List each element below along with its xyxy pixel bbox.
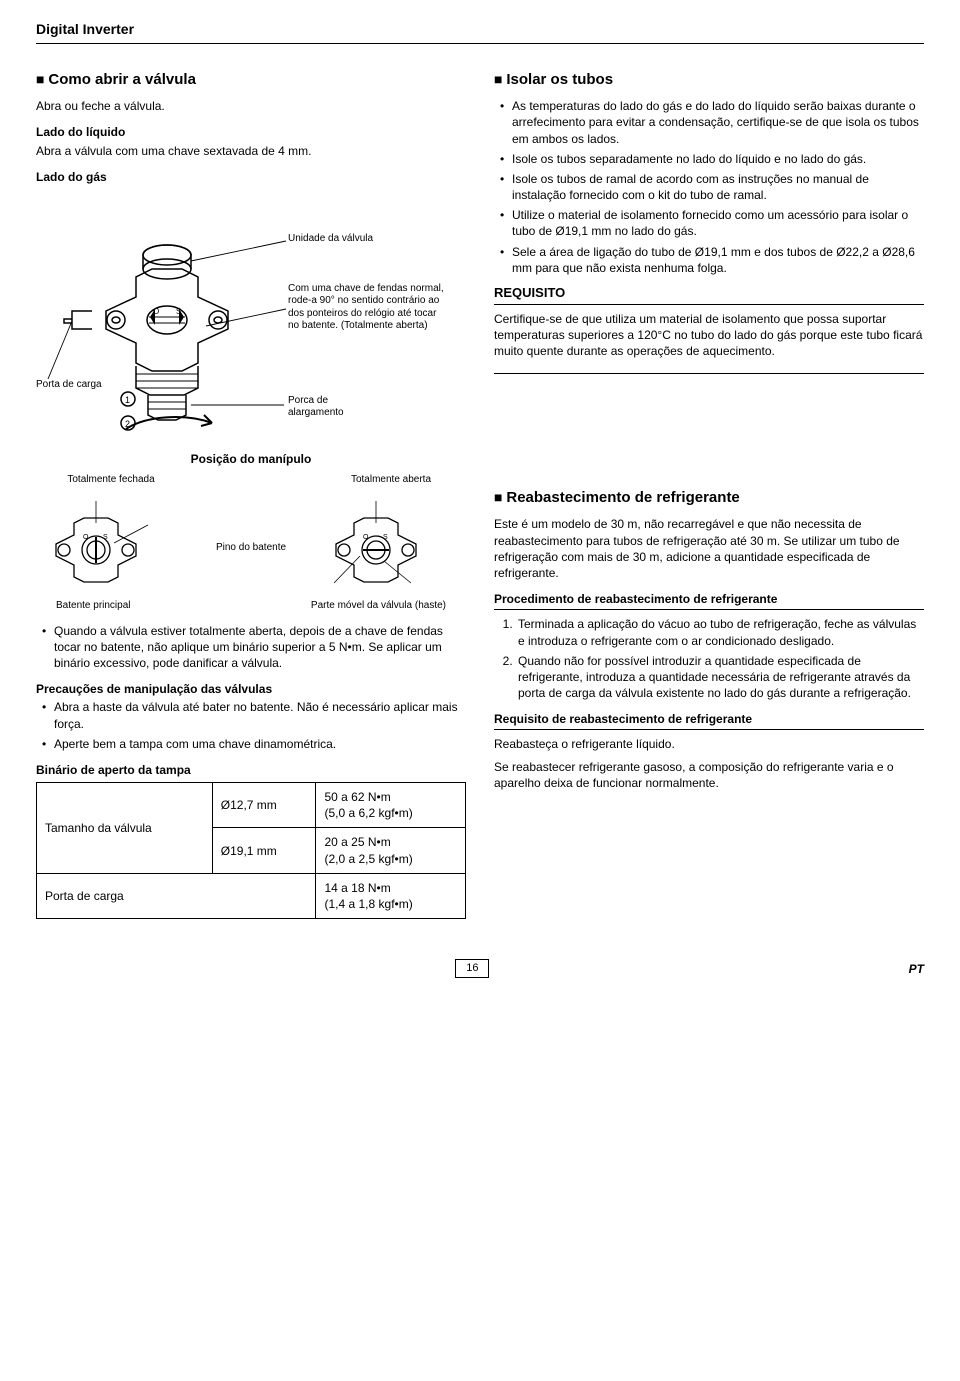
svg-text:O: O bbox=[363, 534, 369, 541]
divider bbox=[494, 373, 924, 374]
svg-text:S: S bbox=[383, 534, 388, 541]
label-porca: Porca de alargamento bbox=[288, 395, 378, 420]
spacer bbox=[494, 388, 924, 488]
svg-text:2: 2 bbox=[125, 419, 130, 429]
page-number: 16 bbox=[455, 959, 489, 978]
label-unidade: Unidade da válvula bbox=[288, 233, 373, 246]
pin-label: Pino do batente bbox=[216, 511, 286, 555]
note-list: Quando a válvula estiver totalmente aber… bbox=[36, 623, 466, 672]
requisito-text: Certifique-se de que utiliza um material… bbox=[494, 311, 924, 360]
svg-text:S: S bbox=[103, 534, 108, 541]
torque-table: Tamanho da válvula Ø12,7 mm 50 a 62 N•m … bbox=[36, 782, 466, 919]
req2-line2: Se reabastecer refrigerante gasoso, a co… bbox=[494, 759, 924, 791]
small-valves-row: Totalmente fechada O S Pino do batente bbox=[36, 473, 466, 593]
cell-t127: 50 a 62 N•m (5,0 a 6,2 kgf•m) bbox=[316, 783, 466, 828]
prec-item: Aperte bem a tampa com uma chave dinamom… bbox=[36, 736, 466, 752]
req2-line1: Reabasteça o refrigerante líquido. bbox=[494, 736, 924, 752]
cell-size-header: Tamanho da válvula bbox=[37, 783, 213, 874]
svg-text:S: S bbox=[176, 307, 181, 316]
precautions-title: Precauções de manipulação das válvulas bbox=[36, 681, 466, 697]
list-item: As temperaturas do lado do gás e do lado… bbox=[494, 98, 924, 147]
right-column: Isolar os tubos As temperaturas do lado … bbox=[494, 70, 924, 919]
cell-d127: Ø12,7 mm bbox=[212, 783, 316, 828]
two-column-layout: Como abrir a válvula Abra ou feche a vál… bbox=[36, 70, 924, 919]
list-item: Isole os tubos separadamente no lado do … bbox=[494, 151, 924, 167]
procedure-title: Procedimento de reabastecimento de refri… bbox=[494, 591, 924, 610]
valve-intro: Abra ou feche a válvula. bbox=[36, 98, 466, 114]
torque-title: Binário de aperto da tampa bbox=[36, 762, 466, 778]
table-row: Porta de carga 14 a 18 N•m (1,4 a 1,8 kg… bbox=[37, 873, 466, 918]
cell-d191: Ø19,1 mm bbox=[212, 828, 316, 873]
section-title-isolate: Isolar os tubos bbox=[494, 70, 924, 90]
open-label: Totalmente aberta bbox=[316, 473, 466, 487]
list-item: Terminada a aplicação do vácuo ao tubo d… bbox=[516, 616, 924, 648]
table-row: Tamanho da válvula Ø12,7 mm 50 a 62 N•m … bbox=[37, 783, 466, 828]
bottom-labels: Batente principal Parte móvel da válvula… bbox=[56, 599, 446, 613]
valve-open-svg: O S bbox=[316, 489, 466, 589]
closed-label: Totalmente fechada bbox=[36, 473, 186, 487]
requisito-title: REQUISITO bbox=[494, 284, 924, 305]
valve-diagram: O S bbox=[36, 191, 466, 441]
valve-open-block: Totalmente aberta O S bbox=[316, 473, 466, 593]
precautions-list: Abra a haste da válvula até bater no bat… bbox=[36, 699, 466, 752]
label-chave: Com uma chave de fendas normal, rode-a 9… bbox=[288, 283, 448, 333]
svg-text:1: 1 bbox=[125, 395, 130, 405]
list-item: Isole os tubos de ramal de acordo com as… bbox=[494, 171, 924, 203]
refrig-para: Este é um modelo de 30 m, não recarregáv… bbox=[494, 516, 924, 581]
cell-tport: 14 a 18 N•m (1,4 a 1,8 kgf•m) bbox=[316, 873, 466, 918]
left-column: Como abrir a válvula Abra ou feche a vál… bbox=[36, 70, 466, 919]
subhead-liquid: Lado do líquido bbox=[36, 124, 466, 140]
stopper-label: Batente principal bbox=[56, 599, 131, 613]
svg-text:O: O bbox=[153, 307, 159, 316]
cell-t191: 20 a 25 N•m (2,0 a 2,5 kgf•m) bbox=[316, 828, 466, 873]
cell-charge-port: Porta de carga bbox=[37, 873, 316, 918]
isolate-list: As temperaturas do lado do gás e do lado… bbox=[494, 98, 924, 276]
procedure-list: Terminada a aplicação do vácuo ao tubo d… bbox=[494, 616, 924, 701]
list-item: Sele a área de ligação do tubo de Ø19,1 … bbox=[494, 244, 924, 276]
section-title-valve: Como abrir a válvula bbox=[36, 70, 466, 90]
valve-closed-block: Totalmente fechada O S bbox=[36, 473, 186, 593]
section-title-refrig: Reabastecimento de refrigerante bbox=[494, 488, 924, 508]
valve-closed-svg: O S bbox=[36, 489, 186, 589]
liquid-text: Abra a válvula com uma chave sextavada d… bbox=[36, 143, 466, 159]
prec-item: Abra a haste da válvula até bater no bat… bbox=[36, 699, 466, 731]
svg-text:O: O bbox=[83, 534, 89, 541]
page-footer: 16 PT bbox=[36, 959, 924, 978]
shaft-label: Parte móvel da válvula (haste) bbox=[311, 599, 446, 613]
subhead-gas: Lado do gás bbox=[36, 169, 466, 185]
list-item: Quando não for possível introduzir a qua… bbox=[516, 653, 924, 702]
label-porta: Porta de carga bbox=[36, 379, 106, 392]
note-item: Quando a válvula estiver totalmente aber… bbox=[36, 623, 466, 672]
list-item: Utilize o material de isolamento forneci… bbox=[494, 207, 924, 239]
handle-title: Posição do manípulo bbox=[36, 451, 466, 467]
req2-title: Requisito de reabastecimento de refriger… bbox=[494, 711, 924, 730]
doc-header: Digital Inverter bbox=[36, 20, 924, 44]
page-lang: PT bbox=[909, 961, 924, 977]
